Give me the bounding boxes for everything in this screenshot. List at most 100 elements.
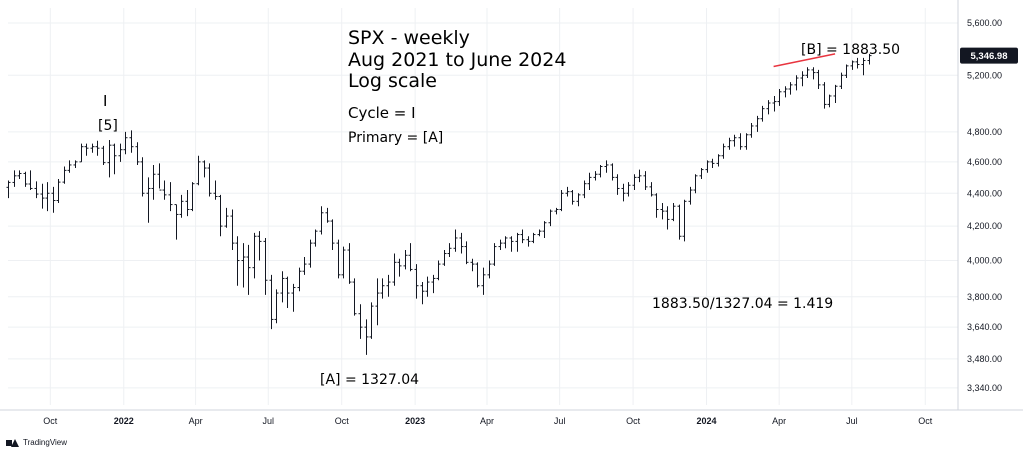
ohlc-bar <box>537 229 542 237</box>
ohlc-bar <box>364 319 369 355</box>
ohlc-bar <box>107 139 112 178</box>
ohlc-bar <box>12 170 17 187</box>
ohlc-bar <box>855 57 860 69</box>
ohlc-bar <box>425 276 430 297</box>
ohlc-bars <box>6 53 872 355</box>
ohlc-bar <box>811 67 816 80</box>
tradingview-watermark[interactable]: TradingView <box>6 438 67 447</box>
ohlc-bar <box>207 163 212 197</box>
ohlc-bar <box>380 278 385 299</box>
ohlc-bar <box>252 232 257 279</box>
x-tick-label: Jul <box>262 416 274 426</box>
ohlc-bar <box>369 302 374 339</box>
ohlc-bar <box>531 232 536 244</box>
ohlc-bar <box>464 241 469 265</box>
trendline-layer[interactable] <box>773 53 836 68</box>
ohlc-bar <box>118 143 123 162</box>
ohlc-bar <box>749 123 754 138</box>
ohlc-bar <box>526 236 531 247</box>
ohlc-bar <box>503 236 508 249</box>
ohlc-bar <box>274 289 279 324</box>
ohlc-bar <box>420 282 425 305</box>
tradingview-logo-icon <box>6 438 20 447</box>
ohlc-bar <box>84 143 89 156</box>
ohlc-bar <box>660 202 665 220</box>
ohlc-bar <box>90 143 95 153</box>
ohlc-bar <box>112 143 117 175</box>
ohlc-bar <box>436 260 441 281</box>
ohlc-bar <box>772 95 777 112</box>
y-tick-label: 4,600.00 <box>967 157 1002 167</box>
price-tag-text: 5,346.98 <box>971 51 1008 62</box>
x-tick-label: 2023 <box>405 416 425 426</box>
ohlc-bar <box>509 236 514 252</box>
ohlc-bar <box>783 86 788 98</box>
ohlc-bar <box>386 274 391 297</box>
ohlc-bar <box>570 190 575 205</box>
ohlc-bar <box>738 133 743 150</box>
y-tick-label: 4,000.00 <box>967 256 1002 266</box>
ohlc-bar <box>839 72 844 90</box>
ohlc-bar <box>17 170 22 179</box>
ohlc-bar <box>604 160 609 173</box>
ohlc-bar <box>598 164 603 178</box>
ohlc-bar <box>246 244 251 295</box>
ohlc-bar <box>621 183 626 202</box>
wave-label-primary-5: [5] <box>98 118 118 134</box>
x-tick-label: 2024 <box>697 416 717 426</box>
chart-title: SPX - weekly <box>348 27 470 49</box>
ohlc-bar <box>358 304 363 339</box>
ohlc-bar <box>185 190 190 217</box>
ohlc-bar <box>190 182 195 212</box>
last-price-tag: 5,346.98 <box>960 47 1018 64</box>
x-tick-label: Oct <box>43 416 58 426</box>
ohlc-bar <box>123 131 128 155</box>
tradingview-brand-text: TradingView <box>23 438 68 447</box>
ohlc-bar <box>23 171 28 187</box>
ohlc-bar <box>615 174 620 195</box>
y-tick-label: 3,640.00 <box>967 322 1002 332</box>
ohlc-bar <box>431 274 436 294</box>
price-tag-box <box>960 47 1018 64</box>
ohlc-bar <box>218 194 223 237</box>
ohlc-bar <box>470 258 475 272</box>
ohlc-bar <box>447 243 452 258</box>
ohlc-bar <box>213 180 218 200</box>
wave-label-A: [A] = 1327.04 <box>320 372 419 388</box>
time-axis[interactable]: Oct 2022 Apr Jul Oct 2023 Apr Jul Oct 2024 Apr Jul O… <box>0 409 1023 426</box>
ohlc-bar <box>643 171 648 191</box>
ohlc-bar <box>129 130 134 153</box>
x-tick-label: Jul <box>846 416 858 426</box>
ohlc-bar <box>721 143 726 159</box>
ohlc-bar <box>291 283 296 312</box>
x-tick-label: 2022 <box>114 416 134 426</box>
price-axis[interactable]: 3,340.00 3,480.00 3,640.00 3,800.00 4,000.00… <box>957 0 1002 410</box>
ohlc-bar <box>515 232 520 252</box>
ohlc-bar <box>235 236 240 286</box>
y-tick-label: 4,200.00 <box>967 221 1002 231</box>
ohlc-bar <box>481 267 486 295</box>
ohlc-bar <box>688 186 693 205</box>
ohlc-bar <box>565 186 570 197</box>
y-tick-label: 5,200.00 <box>967 70 1002 80</box>
ohlc-bar <box>34 181 39 199</box>
ohlc-bar <box>224 207 229 228</box>
ohlc-bar <box>626 182 631 197</box>
ohlc-bar <box>67 160 72 173</box>
ohlc-bar <box>414 264 419 299</box>
ohlc-bar <box>28 170 33 191</box>
ohlc-bar <box>610 163 615 181</box>
ohlc-bar <box>135 142 140 165</box>
ohlc-bar <box>705 160 710 173</box>
ohlc-bar <box>548 209 553 227</box>
ohlc-bar <box>269 274 274 330</box>
x-tick-label: Oct <box>626 416 641 426</box>
ohlc-bar <box>805 67 810 79</box>
trendline[interactable] <box>773 53 836 68</box>
ohlc-bar <box>716 154 721 167</box>
ohlc-bar <box>45 182 50 212</box>
ohlc-bar <box>593 171 598 181</box>
x-tick-label: Oct <box>918 416 933 426</box>
x-tick-label: Jul <box>554 416 566 426</box>
